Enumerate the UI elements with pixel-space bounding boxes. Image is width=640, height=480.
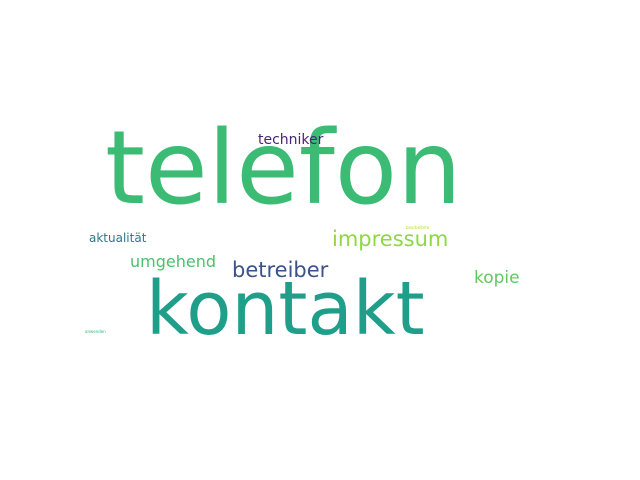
word-kontakt: kontakt — [146, 266, 425, 352]
word-kopie: kopie — [474, 268, 520, 288]
word-impressum: impressum — [332, 227, 449, 251]
word-techniker: techniker — [258, 132, 324, 148]
word-aktualitat: aktualität — [89, 231, 147, 245]
word-betreiber: betreiber — [232, 258, 329, 282]
word-umgehend: umgehend — [130, 252, 217, 271]
word-telefon: telefon — [105, 109, 462, 228]
word-tiny-2: anwenden — [85, 329, 106, 334]
word-tiny-1: bearbeitete — [406, 225, 430, 230]
